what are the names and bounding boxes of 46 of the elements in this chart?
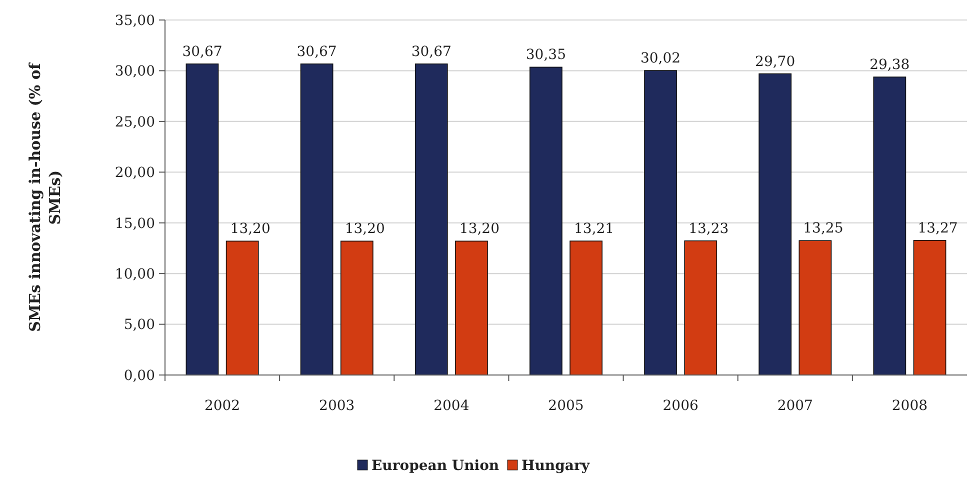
bar: [455, 240, 488, 376]
x-tick-label: 2004: [434, 398, 470, 414]
bar: [913, 240, 946, 376]
data-label: 13,20: [344, 221, 385, 238]
data-label: 29,38: [870, 57, 910, 74]
x-tick-label: 2005: [548, 398, 584, 414]
y-tick-label: 5,00: [124, 317, 155, 334]
legend-label: Hungary: [522, 458, 590, 474]
y-tick-label: 30,00: [114, 64, 155, 80]
bar: [873, 76, 906, 376]
y-tick-label: 35,00: [114, 12, 155, 29]
data-label: 13,25: [803, 220, 844, 237]
bar: [644, 70, 677, 376]
data-label: 13,20: [230, 221, 270, 238]
data-label: 30,67: [411, 44, 452, 60]
bar: [530, 66, 562, 376]
y-tick-label: 15,00: [114, 216, 155, 232]
data-label: 13,21: [574, 221, 614, 238]
data-label: 30,02: [640, 50, 681, 67]
x-tick-label: 2003: [319, 398, 355, 414]
data-label: 13,23: [688, 220, 729, 237]
data-label: 29,70: [755, 54, 796, 70]
bar: [186, 64, 219, 376]
bar: [684, 240, 718, 376]
data-label: 30,35: [526, 47, 566, 64]
bar: [300, 64, 334, 376]
x-tick-label: 2007: [777, 398, 813, 414]
y-tick-label: 25,00: [114, 114, 155, 130]
bar: [798, 240, 832, 376]
bar: [226, 240, 259, 376]
y-tick-label: 10,00: [114, 266, 155, 282]
data-label: 30,67: [296, 44, 337, 60]
bar: [758, 73, 792, 376]
x-tick-label: 2008: [892, 398, 928, 414]
legend-label: European Union: [372, 458, 500, 474]
y-tick-label: 0,00: [124, 368, 155, 384]
data-label: 13,20: [459, 221, 500, 238]
data-label: 13,27: [918, 220, 958, 236]
bar: [340, 240, 374, 376]
x-tick-label: 2002: [204, 398, 240, 414]
x-tick-label: 2006: [662, 398, 698, 414]
y-axis-title: SMEs innovating in-house (% of SMEs): [26, 62, 64, 332]
data-label: 30,67: [182, 44, 222, 60]
bar: [570, 240, 602, 376]
bar: [414, 64, 448, 376]
y-tick-label: 20,00: [114, 165, 155, 182]
